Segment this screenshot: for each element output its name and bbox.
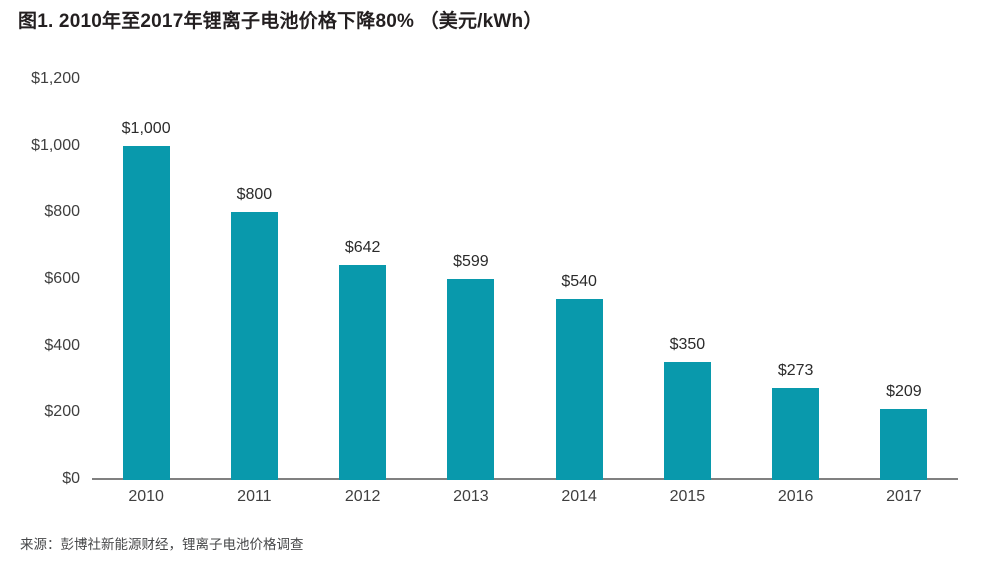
- bar-value-label: $540: [561, 273, 597, 290]
- bar: [339, 265, 387, 480]
- bar: [230, 212, 278, 480]
- bar-value-label: $273: [777, 362, 814, 379]
- y-tick-label: $600: [44, 270, 80, 287]
- bar: [663, 362, 711, 480]
- x-tick-label: 2016: [777, 488, 814, 505]
- chart-title: 图1. 2010年至2017年锂离子电池价格下降80% （美元/kWh）: [18, 11, 543, 32]
- x-tick-label: 2010: [128, 488, 164, 505]
- source-note: 来源：彭博社新能源财经，锂离子电池价格调查: [20, 537, 304, 552]
- x-tick-label: 2012: [344, 488, 381, 505]
- bar-value-label: $209: [886, 383, 922, 401]
- bar-value-label: $599: [453, 253, 489, 271]
- bar: [122, 145, 170, 480]
- y-tick-label: $200: [44, 403, 80, 421]
- y-tick-label: $1,000: [31, 136, 80, 154]
- x-tick-label: 2011: [237, 488, 272, 505]
- y-tick-label: $0: [62, 470, 80, 487]
- y-tick-label: $400: [44, 336, 80, 354]
- bar-value-label: $642: [344, 239, 381, 256]
- x-axis-line: [92, 478, 958, 480]
- bar-value-label: $800: [236, 186, 273, 204]
- x-tick-label: 2015: [669, 488, 706, 505]
- y-tick-label: $800: [44, 203, 80, 221]
- x-tick-label: 2014: [561, 488, 597, 505]
- bar-value-label: $1,000: [121, 119, 171, 137]
- x-tick-label: 2017: [886, 488, 922, 505]
- y-tick-label: $1,200: [31, 70, 80, 87]
- bar: [772, 388, 820, 480]
- bar-value-label: $350: [669, 336, 706, 354]
- x-tick-label: 2013: [453, 488, 489, 505]
- bar: [555, 299, 603, 480]
- bar: [447, 279, 495, 480]
- bar: [880, 409, 928, 480]
